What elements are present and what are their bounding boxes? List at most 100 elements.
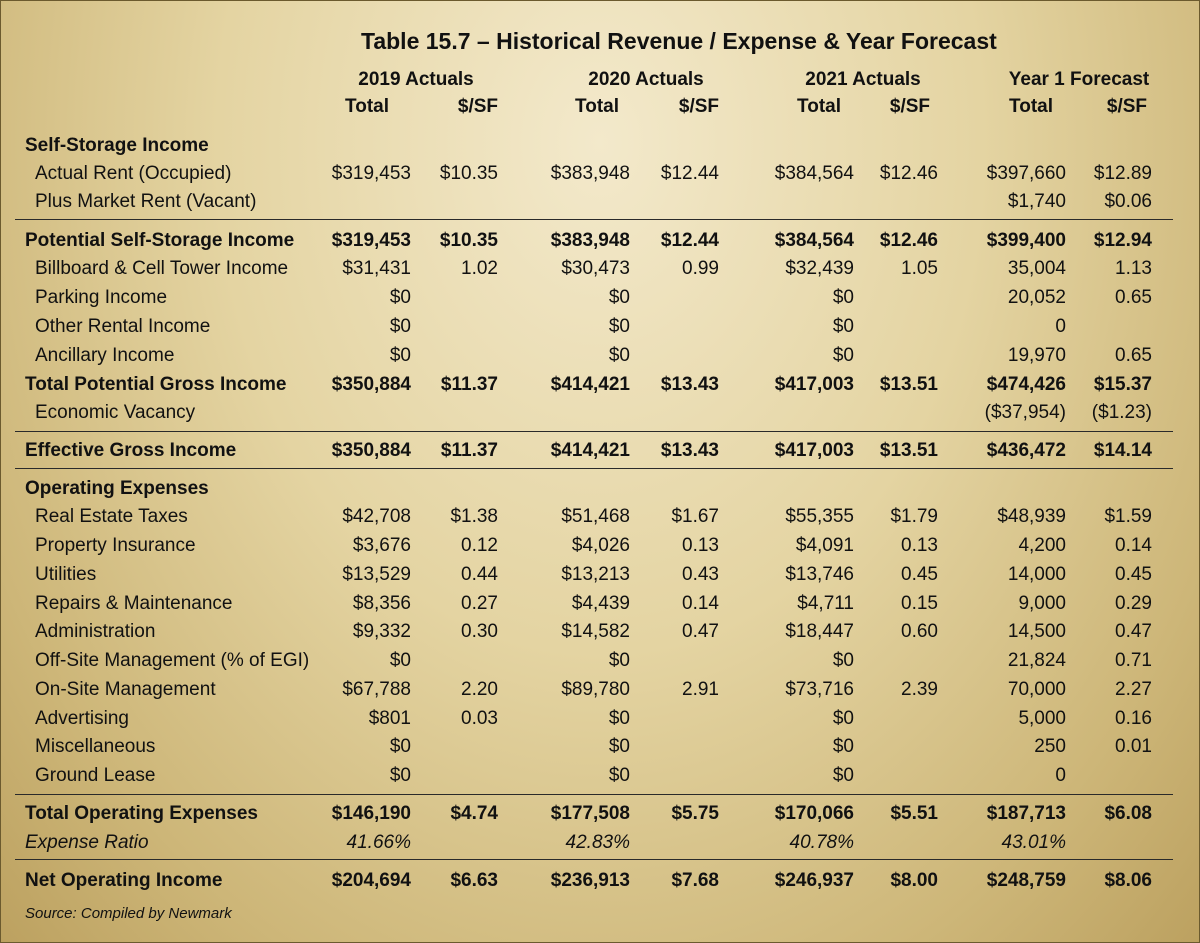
- table-cell: $6.08: [1104, 803, 1152, 824]
- table-cell: 0.45: [901, 564, 938, 585]
- row-label: Ground Lease: [35, 765, 156, 786]
- table-cell: $13,529: [342, 564, 411, 585]
- table-cell: $146,190: [331, 803, 411, 824]
- row-label: Parking Income: [35, 287, 168, 308]
- table-cell: 0.27: [461, 593, 498, 614]
- table-cell: $12.46: [879, 230, 938, 251]
- table-cell: $10.35: [439, 230, 498, 251]
- table-cell: $13.43: [660, 440, 719, 461]
- table-cell: $7.68: [671, 870, 719, 891]
- table-cell: ($37,954): [984, 402, 1066, 423]
- column-header: $/SF: [889, 96, 930, 117]
- table-cell: 0.60: [901, 621, 938, 642]
- table-cell: $32,439: [785, 258, 854, 279]
- row-label: Plus Market Rent (Vacant): [35, 191, 257, 212]
- table-cell: $383,948: [550, 230, 630, 251]
- table-cell: 70,000: [1007, 679, 1066, 700]
- column-group-header: 2020 Actuals: [588, 69, 704, 90]
- table-cell: $474,426: [986, 374, 1066, 395]
- table-cell: 19,970: [1007, 345, 1066, 366]
- table-cell: $1.38: [450, 506, 498, 527]
- row-label: Repairs & Maintenance: [35, 593, 233, 614]
- table-cell: 0.30: [461, 621, 498, 642]
- table-cell: $12.89: [1093, 163, 1152, 184]
- row-label: Billboard & Cell Tower Income: [35, 258, 289, 279]
- table-cell: $13.43: [660, 374, 719, 395]
- row-label: Real Estate Taxes: [35, 506, 188, 527]
- table-cell: $5.75: [671, 803, 719, 824]
- table-cell: 43.01%: [1001, 832, 1066, 853]
- row-label: Ancillary Income: [35, 345, 175, 366]
- table-cell: $0: [389, 345, 411, 366]
- table-cell: $67,788: [342, 679, 411, 700]
- column-group-header: Year 1 Forecast: [1008, 69, 1150, 90]
- divider-line: [15, 794, 1173, 795]
- table-cell: $55,355: [785, 506, 854, 527]
- table-cell: 1.05: [901, 258, 938, 279]
- table-cell: 42.83%: [565, 832, 630, 853]
- table-cell: $13,746: [785, 564, 854, 585]
- table-cell: 0.43: [682, 564, 719, 585]
- column-header: Total: [575, 96, 619, 117]
- table-cell: $1.67: [671, 506, 719, 527]
- table-cell: $48,939: [997, 506, 1066, 527]
- row-label: Property Insurance: [35, 535, 196, 556]
- table-cell: 0: [1055, 765, 1066, 786]
- table-cell: $414,421: [550, 374, 630, 395]
- row-label: Utilities: [35, 564, 97, 585]
- table-cell: 0.45: [1115, 564, 1152, 585]
- table-cell: $6.63: [450, 870, 498, 891]
- table-cell: $0: [389, 287, 411, 308]
- table-cell: $383,948: [550, 163, 630, 184]
- table-cell: $399,400: [986, 230, 1066, 251]
- table-cell: $14,582: [561, 621, 630, 642]
- table-cell: $0: [389, 316, 411, 337]
- table-cell: $0: [608, 316, 630, 337]
- table-cell: $12.44: [660, 163, 719, 184]
- table-cell: $397,660: [986, 163, 1066, 184]
- table-cell: $170,066: [774, 803, 854, 824]
- table-cell: 2.20: [461, 679, 498, 700]
- table-cell: 0.71: [1115, 650, 1152, 671]
- row-label: Total Potential Gross Income: [25, 374, 287, 395]
- table-cell: $42,708: [342, 506, 411, 527]
- table-cell: 21,824: [1007, 650, 1066, 671]
- table-cell: 250: [1034, 736, 1066, 757]
- row-label: Net Operating Income: [25, 870, 223, 891]
- table-cell: $8.06: [1104, 870, 1152, 891]
- column-group-header: 2019 Actuals: [358, 69, 474, 90]
- table-cell: $3,676: [352, 535, 411, 556]
- table-title: Table 15.7 – Historical Revenue / Expens…: [361, 28, 997, 54]
- table-cell: $5.51: [890, 803, 938, 824]
- table-cell: $0.06: [1104, 191, 1152, 212]
- table-cell: $384,564: [774, 163, 854, 184]
- table-cell: $0: [608, 736, 630, 757]
- row-label: Self-Storage Income: [25, 135, 209, 156]
- table-cell: 0.47: [1115, 621, 1152, 642]
- table-cell: $384,564: [774, 230, 854, 251]
- table-cell: 35,004: [1007, 258, 1066, 279]
- table-cell: $1,740: [1007, 191, 1066, 212]
- table-cell: 2.91: [682, 679, 719, 700]
- table-cell: $0: [608, 708, 630, 729]
- table-cell: $13.51: [879, 440, 938, 461]
- table-cell: 1.13: [1115, 258, 1152, 279]
- table-cell: $0: [832, 287, 854, 308]
- row-label: Operating Expenses: [25, 478, 209, 499]
- table-cell: $0: [608, 287, 630, 308]
- divider-line: [15, 859, 1173, 860]
- table-cell: $0: [832, 345, 854, 366]
- row-label: Actual Rent (Occupied): [35, 163, 232, 184]
- table-cell: 0.16: [1115, 708, 1152, 729]
- table-cell: $9,332: [352, 621, 411, 642]
- table-cell: $177,508: [550, 803, 630, 824]
- divider-line: [15, 468, 1173, 469]
- table-cell: $4,439: [571, 593, 630, 614]
- row-label: Potential Self-Storage Income: [25, 230, 295, 251]
- table-cell: 14,000: [1007, 564, 1066, 585]
- table-cell: $414,421: [550, 440, 630, 461]
- table-cell: $4,091: [795, 535, 854, 556]
- table-cell: $204,694: [331, 870, 411, 891]
- table-cell: $0: [608, 765, 630, 786]
- table-cell: $436,472: [986, 440, 1066, 461]
